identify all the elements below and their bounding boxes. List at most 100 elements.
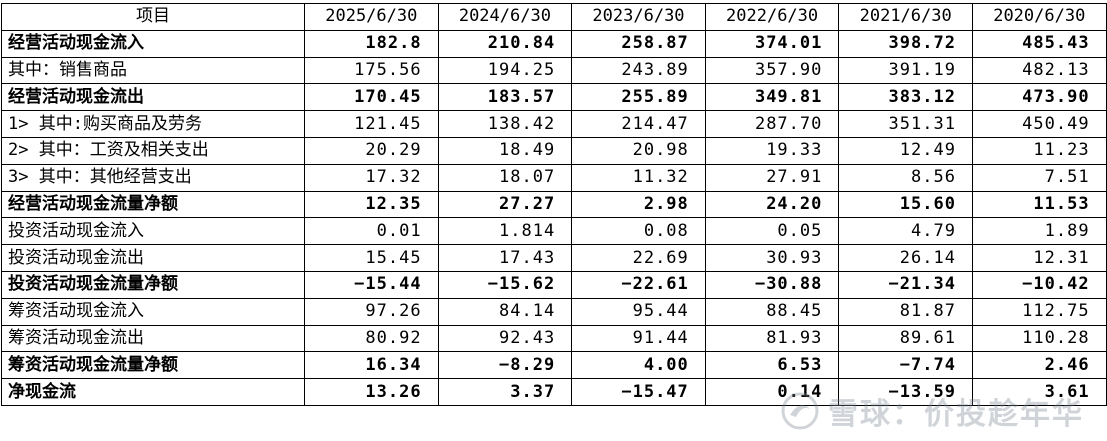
value-cell: −15.62 [437,270,573,299]
value-cell: 22.69 [571,244,706,272]
header-item: 项目 [1,3,305,31]
value-cell: 4.00 [571,351,706,380]
value-cell: 12.35 [304,190,439,219]
value-cell: −13.59 [838,378,973,406]
value-cell: 374.01 [704,29,840,58]
table-row: 筹资活动现金流出 80.92 92.43 91.44 81.93 89.61 110.28 [1,324,1107,353]
header-date: 2024/6/30 [437,3,573,31]
value-cell: 30.93 [704,244,840,272]
value-cell: 20.98 [571,136,706,165]
value-cell: 12.49 [838,136,973,165]
table-row: 经营活动现金流量净额 12.35 27.27 2.98 24.20 15.60 11.53 [1,190,1107,219]
value-cell: −8.29 [437,351,573,380]
value-cell: 485.43 [971,29,1107,58]
value-cell: 7.51 [971,163,1107,192]
value-cell: 182.8 [304,29,439,58]
value-cell: 8.56 [838,163,973,192]
table-row: 经营活动现金流入 182.8 210.84 258.87 374.01 398.72 485… [1,29,1107,58]
value-cell: 19.33 [704,136,840,165]
value-cell: 175.56 [304,56,439,85]
value-cell: 0.01 [304,217,439,246]
value-cell: 450.49 [971,110,1107,138]
value-cell: 3.61 [971,378,1107,406]
value-cell: 0.14 [704,378,840,406]
value-cell: 1.89 [971,217,1107,246]
row-label: 2> 其中：工资及相关支出 [1,136,305,165]
value-cell: 2.98 [571,190,706,219]
value-cell: −30.88 [704,270,840,299]
header-row: 项目 2025/6/30 2024/6/30 2023/6/30 2022/6/… [1,3,1107,31]
value-cell: 110.28 [971,324,1107,353]
value-cell: 27.91 [704,163,840,192]
value-cell: 1.814 [437,217,573,246]
value-cell: 18.49 [437,136,573,165]
row-label: 经营活动现金流入 [1,29,305,58]
table-row: 净现金流 13.26 3.37 −15.47 0.14 −13.59 3.61 [1,378,1107,406]
value-cell: 3.37 [437,378,573,406]
value-cell: 258.87 [571,29,706,58]
value-cell: 0.08 [571,217,706,246]
table-row: 筹资活动现金流量净额 16.34 −8.29 4.00 6.53 −7.74 2.46 [1,351,1107,380]
header-date: 2025/6/30 [304,3,439,31]
table-row: 其中：销售商品 175.56 194.25 243.89 357.90 391.19 482… [1,56,1107,85]
value-cell: 6.53 [704,351,840,380]
value-cell: −22.61 [571,270,706,299]
table-row: 筹资活动现金流入 97.26 84.14 95.44 88.45 81.87 112.75 [1,297,1107,326]
value-cell: 17.32 [304,163,439,192]
value-cell: 95.44 [571,297,706,326]
value-cell: −10.42 [971,270,1107,299]
value-cell: 243.89 [571,56,706,85]
value-cell: 194.25 [437,56,573,85]
value-cell: 121.45 [304,110,439,138]
value-cell: 473.90 [971,83,1107,112]
row-label: 筹资活动现金流出 [1,324,305,353]
value-cell: 255.89 [571,83,706,112]
value-cell: −15.44 [304,270,439,299]
value-cell: 183.57 [437,83,573,112]
value-cell: 391.19 [838,56,973,85]
value-cell: 18.07 [437,163,573,192]
table-row: 3> 其中：其他经营支出 17.32 18.07 11.32 27.91 8.56 7.51 [1,163,1107,192]
value-cell: 24.20 [704,190,840,219]
row-label: 筹资活动现金流量净额 [1,351,305,380]
value-cell: 15.45 [304,244,439,272]
value-cell: 170.45 [304,83,439,112]
value-cell: 27.27 [437,190,573,219]
value-cell: −15.47 [571,378,706,406]
value-cell: 12.31 [971,244,1107,272]
row-label: 其中：销售商品 [1,56,305,85]
value-cell: 16.34 [304,351,439,380]
header-date: 2021/6/30 [838,3,973,31]
row-label: 经营活动现金流量净额 [1,190,305,219]
header-date: 2022/6/30 [704,3,840,31]
value-cell: 210.84 [437,29,573,58]
row-label: 经营活动现金流出 [1,83,305,112]
value-cell: 383.12 [838,83,973,112]
value-cell: 15.60 [838,190,973,219]
value-cell: 214.47 [571,110,706,138]
value-cell: 138.42 [437,110,573,138]
table-row: 1> 其中:购买商品及劳务 121.45 138.42 214.47 287.70 351… [1,110,1107,138]
row-label: 投资活动现金流量净额 [1,270,305,299]
table-row: 2> 其中：工资及相关支出 20.29 18.49 20.98 19.33 12.49 11… [1,136,1107,165]
value-cell: 4.79 [838,217,973,246]
table-row: 投资活动现金流入 0.01 1.814 0.08 0.05 4.79 1.89 [1,217,1107,246]
row-label: 筹资活动现金流入 [1,297,305,326]
value-cell: 81.87 [838,297,973,326]
value-cell: 482.13 [971,56,1107,85]
value-cell: 20.29 [304,136,439,165]
cash-flow-table: 项目 2025/6/30 2024/6/30 2023/6/30 2022/6/… [1,3,1107,406]
value-cell: 11.53 [971,190,1107,219]
row-label: 投资活动现金流入 [1,217,305,246]
value-cell: 89.61 [838,324,973,353]
table-row: 经营活动现金流出 170.45 183.57 255.89 349.81 383.12 47… [1,83,1107,112]
row-label: 1> 其中:购买商品及劳务 [1,110,305,138]
table-row: 投资活动现金流出 15.45 17.43 22.69 30.93 26.14 12.31 [1,244,1107,272]
value-cell: 0.05 [704,217,840,246]
header-date: 2023/6/30 [571,3,706,31]
value-cell: 398.72 [838,29,973,58]
value-cell: 287.70 [704,110,840,138]
value-cell: 17.43 [437,244,573,272]
value-cell: 97.26 [304,297,439,326]
value-cell: 84.14 [437,297,573,326]
